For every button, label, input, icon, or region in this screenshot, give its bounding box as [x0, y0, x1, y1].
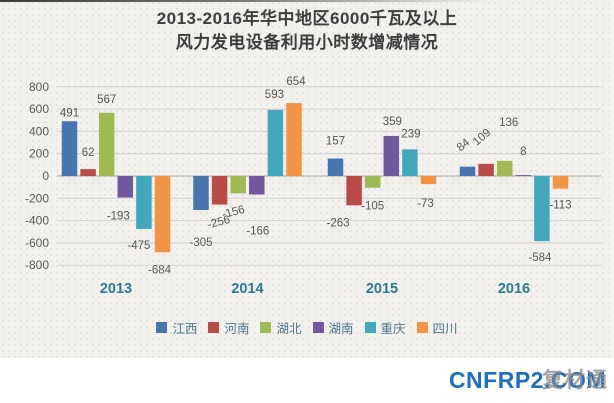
chart-area: 2013-2016年华中地区6000千瓦及以上 风力发电设备利用小时数增减情况 …: [0, 0, 614, 359]
legend-swatch-icon: [312, 322, 324, 333]
legend-label: 江西: [172, 322, 198, 336]
bar-2014-湖北: [230, 176, 246, 194]
bar-2014-重庆: [267, 109, 284, 176]
bar-2016-江西: [459, 166, 476, 176]
legend-label: 湖北: [276, 322, 302, 336]
bar-value-label: 491: [60, 107, 79, 119]
bar-2015-河南: [346, 176, 362, 206]
image-top-border: [0, 0, 614, 2]
bar-value-label: 567: [97, 94, 116, 106]
footer-strip: CNFRP2.COM 复材通: [0, 358, 614, 403]
legend-label: 河南: [224, 322, 250, 336]
chart-title-line1: 2013-2016年华中地区6000千瓦及以上: [156, 9, 458, 28]
y-tick-label: 800: [29, 80, 49, 94]
legend-swatch-icon: [416, 322, 428, 333]
bar-value-label: -475: [127, 240, 150, 252]
x-tick-label: 2013: [100, 281, 132, 297]
legend: 江西 河南 湖北 湖南 重庆 四川: [0, 318, 614, 337]
bar-value-label: -193: [107, 211, 130, 223]
bar-value-label: 157: [326, 135, 345, 147]
bar-2013-四川: [154, 176, 171, 253]
bar-2015-湖北: [364, 176, 381, 188]
site-logo-text: CNFRP2.COM: [448, 367, 606, 393]
bar-2016-重庆: [534, 176, 550, 242]
bar-value-label: 593: [265, 89, 284, 101]
bar-value-label: 8: [520, 146, 526, 158]
bar-value-label: -684: [148, 264, 172, 276]
legend-swatch-icon: [260, 322, 272, 333]
bar-value-label: -305: [189, 237, 212, 249]
legend-item-江西: 江西: [156, 318, 197, 337]
y-tick-label: -800: [25, 258, 49, 272]
x-tick-label: 2014: [231, 281, 263, 297]
y-tick-label: 0: [42, 169, 49, 183]
legend-swatch-icon: [156, 322, 168, 333]
site-logo: CNFRP2.COM 复材通: [448, 365, 608, 395]
bar-chart-plot: 800 600 400 200 0 -200 -400 -600 -800 2013 491 62 56…: [25, 76, 601, 297]
legend-item-河南: 河南: [208, 318, 249, 337]
legend-swatch-icon: [208, 322, 220, 333]
bar-value-label: -263: [327, 217, 350, 229]
legend-label: 四川: [432, 322, 458, 336]
bar-2014-河南: [211, 176, 228, 205]
bar-value-label: -166: [246, 226, 269, 238]
bar-value-label: 136: [499, 117, 518, 129]
y-tick-label: 600: [29, 102, 49, 116]
y-tick-label: -600: [25, 236, 49, 250]
x-tick-label: 2016: [498, 281, 530, 297]
bar-value-label: -156: [221, 204, 246, 222]
bar-2013-湖北: [98, 112, 115, 176]
y-tick-label: -400: [25, 214, 49, 228]
legend-item-湖北: 湖北: [260, 318, 302, 337]
legend-label: 重庆: [380, 322, 406, 336]
bar-2014-江西: [193, 176, 209, 211]
bar-value-label: -113: [549, 200, 571, 212]
bar-value-label: -73: [417, 198, 434, 210]
bar-2016-河南: [478, 163, 494, 176]
legend-swatch-icon: [364, 322, 376, 333]
bar-2013-江西: [61, 121, 78, 176]
site-logo-watermark: 复材通: [542, 369, 608, 392]
legend-item-重庆: 重庆: [364, 318, 406, 337]
chart-title: 2013-2016年华中地区6000千瓦及以上 风力发电设备利用小时数增减情况: [0, 7, 614, 55]
bar-2016-湖南: [515, 175, 532, 176]
bar-2015-江西: [327, 158, 344, 176]
bar-2013-河南: [80, 169, 96, 176]
bar-2014-四川: [286, 103, 302, 176]
bar-2013-湖南: [117, 176, 134, 198]
bar-2015-重庆: [402, 149, 418, 176]
y-tick-label: 200: [29, 147, 49, 161]
bar-2015-湖南: [383, 135, 400, 176]
legend-label: 湖南: [328, 322, 354, 336]
y-tick-label: -200: [25, 191, 49, 205]
bar-value-label: -105: [361, 201, 384, 213]
bar-value-label: 62: [82, 147, 95, 159]
legend-item-湖南: 湖南: [312, 318, 354, 337]
bar-value-label: 654: [286, 76, 306, 88]
bar-2015-四川: [420, 176, 437, 185]
bar-value-label: -584: [528, 252, 552, 264]
x-tick-label: 2015: [366, 281, 398, 297]
legend-item-四川: 四川: [416, 318, 458, 337]
bar-value-label: 109: [471, 127, 493, 149]
bar-value-label: -256: [206, 214, 231, 232]
bar-2016-四川: [552, 176, 569, 189]
bar-value-label: 239: [401, 128, 420, 140]
bar-2016-湖北: [496, 160, 513, 176]
bar-2014-湖南: [249, 176, 265, 195]
bar-2013-重庆: [136, 176, 152, 229]
y-tick-label: 400: [29, 124, 49, 138]
chart-title-line2: 风力发电设备利用小时数增减情况: [175, 32, 439, 52]
bar-value-label: 359: [383, 116, 402, 128]
